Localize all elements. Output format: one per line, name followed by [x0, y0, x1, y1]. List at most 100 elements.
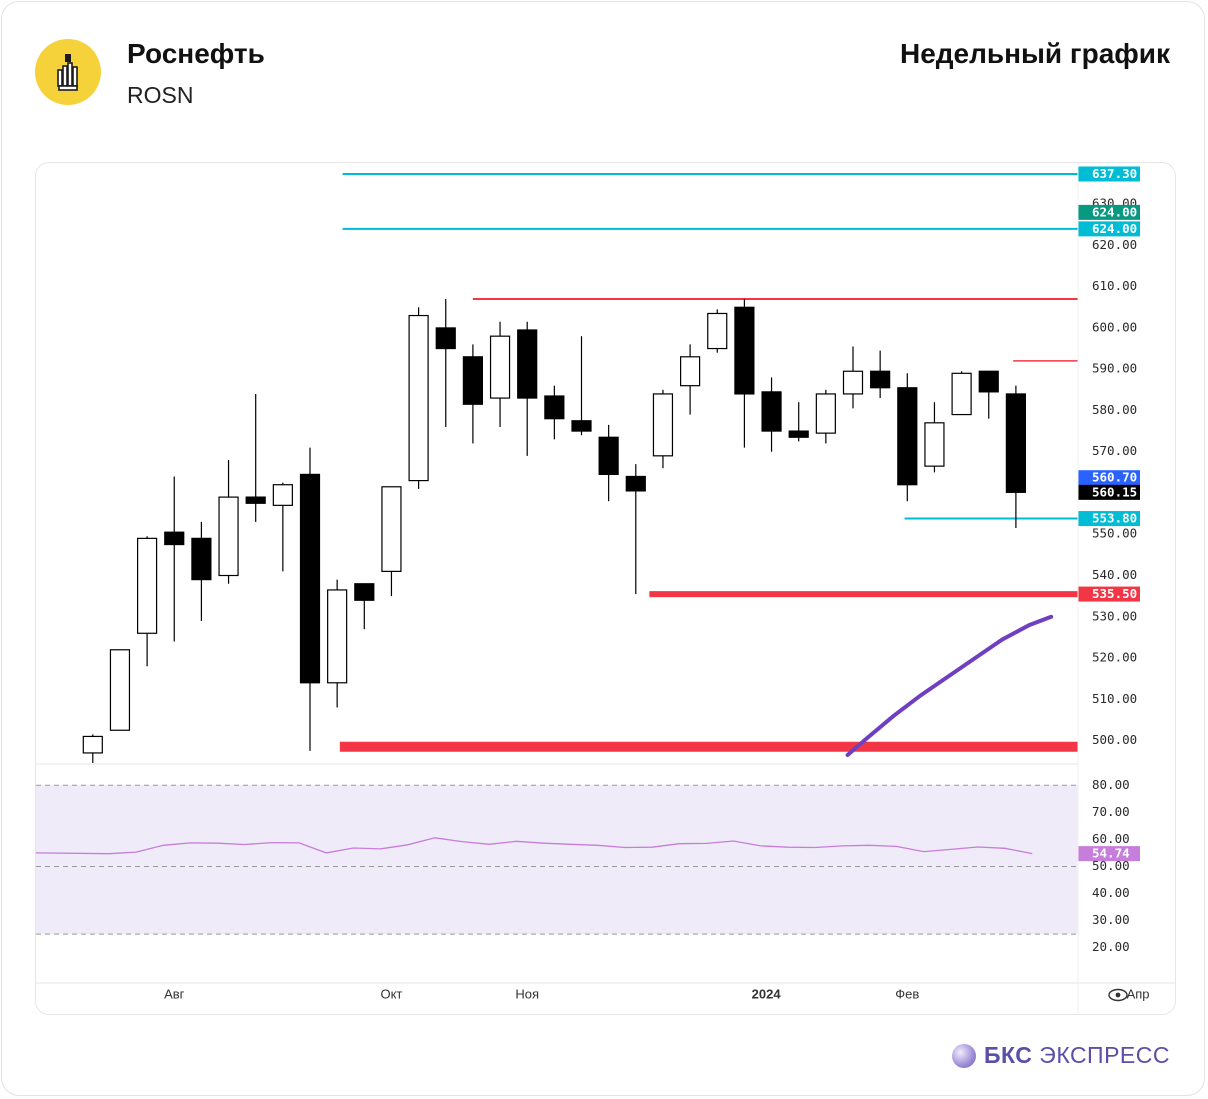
- time-axis-label: Авг: [164, 986, 185, 1001]
- candle: [951, 371, 972, 416]
- candle: [652, 389, 674, 469]
- price-tag-label: 624.00: [1092, 204, 1137, 219]
- price-tick-label: 510.00: [1092, 691, 1137, 706]
- candle: [408, 307, 429, 489]
- candle-body: [462, 356, 483, 405]
- price-tag: [1078, 166, 1140, 182]
- candle: [191, 521, 212, 621]
- candle-body: [299, 473, 321, 684]
- candle-body: [897, 387, 918, 486]
- chart-panel: 500.00 510.00 520.00 530.00 540.00 550.00 570.…: [35, 162, 1176, 1015]
- rsi-tick-label: 80.00: [1092, 777, 1130, 792]
- candle-body: [82, 735, 103, 754]
- time-axis-label: Фев: [895, 986, 919, 1001]
- candle: [245, 393, 266, 522]
- candle: [82, 734, 103, 763]
- candle-body: [1005, 393, 1027, 493]
- candle-body: [679, 356, 701, 387]
- candle: [299, 447, 321, 751]
- candle-body: [924, 422, 945, 467]
- price-tick-label: 570.00: [1092, 443, 1137, 458]
- price-chart: 500.00 510.00 520.00 530.00 540.00 550.00 570.…: [36, 163, 1175, 1014]
- candle-body: [164, 531, 185, 546]
- price-tag-label: 637.30: [1092, 166, 1137, 181]
- candle: [842, 346, 864, 409]
- visibility-eye-icon[interactable]: [1108, 988, 1128, 1002]
- candle-body: [951, 372, 972, 416]
- candle-body: [571, 420, 592, 432]
- company-name: Роснефть: [127, 38, 265, 69]
- candle: [815, 389, 836, 444]
- candle: [707, 309, 728, 353]
- price-tick-label: 590.00: [1092, 361, 1137, 376]
- candle: [924, 402, 945, 473]
- rosneft-logo-icon: [57, 54, 78, 91]
- candle-body: [517, 329, 538, 399]
- candle: [109, 649, 131, 731]
- candle-body: [544, 395, 565, 420]
- candle-body: [327, 589, 348, 684]
- rsi-line: [36, 837, 1033, 855]
- price-tag: [1078, 586, 1140, 602]
- candle: [381, 486, 402, 597]
- candle: [625, 464, 646, 595]
- time-axis-label: Апр: [1127, 986, 1150, 1001]
- candle-body: [652, 393, 674, 457]
- candle-body: [815, 393, 836, 434]
- candle-body: [435, 327, 456, 350]
- price-tag: [1078, 511, 1140, 527]
- rsi-tick-label: 50.00: [1092, 858, 1130, 873]
- candle: [354, 583, 375, 630]
- candle: [978, 370, 999, 419]
- price-tag: [1078, 204, 1140, 220]
- candle-body: [408, 314, 429, 482]
- candle: [517, 321, 538, 456]
- price-tag-label: 553.80: [1092, 511, 1137, 526]
- candle-body: [136, 537, 158, 634]
- candle: [897, 373, 918, 502]
- candle-body: [788, 430, 809, 438]
- price-tick-label: 500.00: [1092, 732, 1137, 747]
- price-tick-label: 550.00: [1092, 526, 1137, 541]
- price-tag-label: 624.00: [1092, 221, 1137, 236]
- candle: [327, 579, 348, 708]
- candle: [489, 321, 511, 427]
- candle: [788, 402, 809, 442]
- candle-body: [761, 391, 782, 432]
- candle-body: [245, 496, 266, 504]
- candle-body: [734, 306, 755, 395]
- rsi-tick-label: 30.00: [1092, 912, 1130, 927]
- price-tick-label: 610.00: [1092, 278, 1137, 293]
- candle-body: [625, 475, 646, 492]
- candle-body: [354, 583, 375, 601]
- price-tick-label: 530.00: [1092, 608, 1137, 623]
- price-tag: [1078, 221, 1140, 237]
- price-tick-label: 620.00: [1092, 237, 1137, 252]
- price-tick-label: 600.00: [1092, 319, 1137, 334]
- rsi-tick-label: 40.00: [1092, 885, 1130, 900]
- brand-prefix: БКС: [984, 1042, 1033, 1068]
- brand-suffix: ЭКСПРЕСС: [1039, 1042, 1170, 1068]
- candle: [598, 424, 619, 502]
- candle: [761, 377, 782, 452]
- candle: [164, 476, 185, 642]
- price-tag-label: 560.70: [1092, 470, 1137, 485]
- candle: [679, 344, 701, 415]
- candle-body: [707, 312, 728, 350]
- price-tag-label: 560.15: [1092, 484, 1137, 499]
- rsi-value-label: 54.74: [1092, 846, 1130, 861]
- candle: [218, 459, 239, 584]
- candle-body: [598, 436, 619, 476]
- time-axis-label: Ноя: [515, 986, 539, 1001]
- candle: [544, 385, 565, 440]
- moving-average-line: [845, 614, 1054, 757]
- candle: [870, 350, 891, 399]
- ticker-symbol: ROSN: [127, 82, 194, 108]
- candle-body: [191, 537, 212, 581]
- candle: [272, 482, 293, 572]
- candle: [136, 536, 158, 667]
- candle: [435, 299, 456, 427]
- candle: [1005, 385, 1027, 529]
- time-axis-label: Окт: [380, 986, 402, 1001]
